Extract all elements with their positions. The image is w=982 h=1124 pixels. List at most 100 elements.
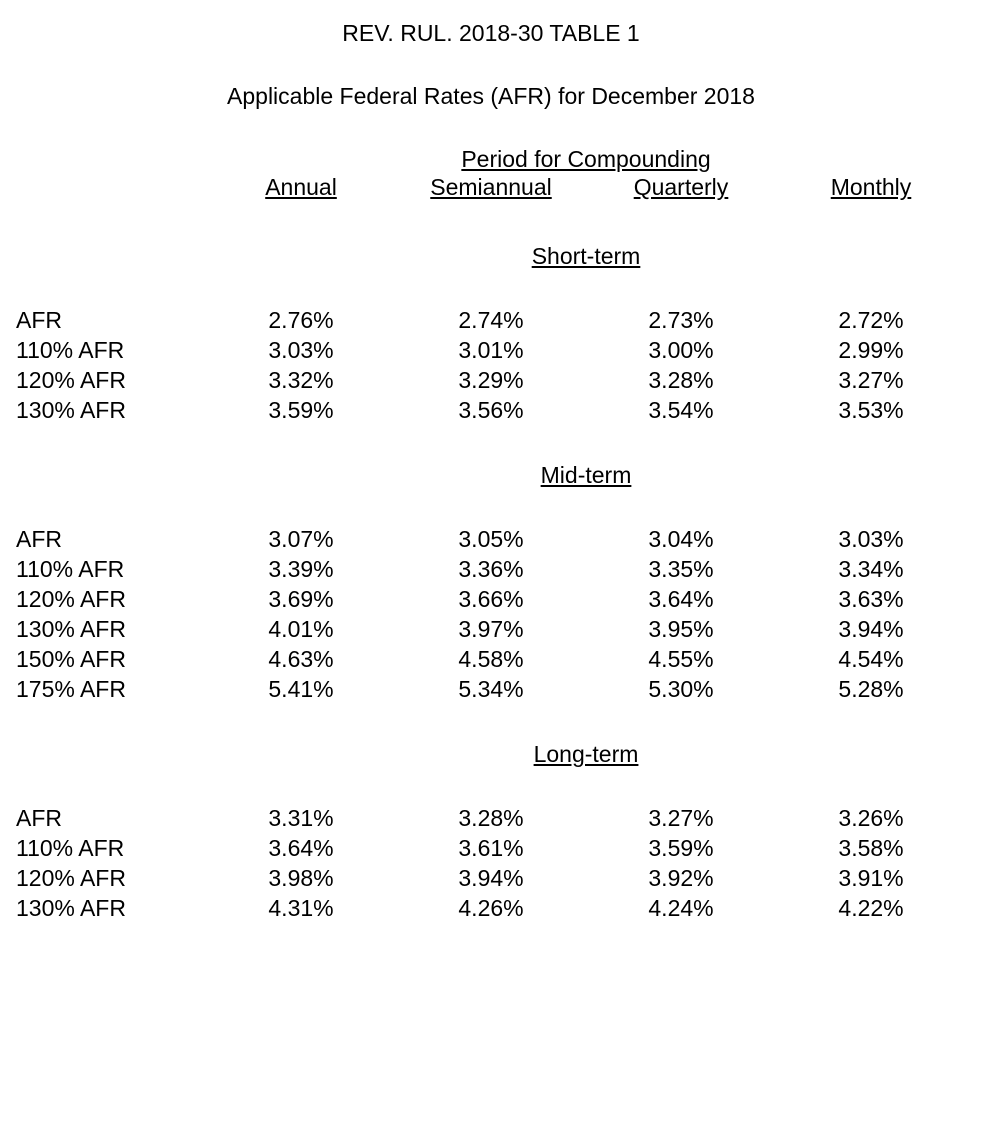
row-value: 3.94% (776, 615, 966, 645)
table-row: 150% AFR 4.63% 4.58% 4.55% 4.54% (16, 645, 966, 675)
row-label: 130% AFR (16, 396, 206, 426)
row-value: 4.63% (206, 645, 396, 675)
super-heading-row: Period for Compounding (16, 146, 966, 173)
section-heading-short-term: Short-term (532, 243, 641, 269)
row-label: 130% AFR (16, 894, 206, 924)
row-value: 5.28% (776, 675, 966, 705)
column-header-quarterly: Quarterly (634, 174, 729, 200)
row-value: 3.28% (586, 366, 776, 396)
table-row: 120% AFR 3.69% 3.66% 3.64% 3.63% (16, 585, 966, 615)
row-value: 3.07% (206, 525, 396, 555)
row-value: 3.95% (586, 615, 776, 645)
row-value: 3.59% (206, 396, 396, 426)
column-header-semiannual: Semiannual (430, 174, 551, 200)
table-row: 130% AFR 3.59% 3.56% 3.54% 3.53% (16, 396, 966, 426)
row-value: 3.54% (586, 396, 776, 426)
row-value: 3.26% (776, 804, 966, 834)
row-value: 3.36% (396, 555, 586, 585)
row-value: 4.58% (396, 645, 586, 675)
row-value: 3.28% (396, 804, 586, 834)
row-label: AFR (16, 306, 206, 336)
row-value: 2.74% (396, 306, 586, 336)
row-value: 3.27% (586, 804, 776, 834)
row-value: 3.92% (586, 864, 776, 894)
section-heading-long-term: Long-term (534, 741, 639, 767)
table-row: 130% AFR 4.01% 3.97% 3.95% 3.94% (16, 615, 966, 645)
row-label: 120% AFR (16, 366, 206, 396)
row-value: 3.31% (206, 804, 396, 834)
row-value: 5.34% (396, 675, 586, 705)
row-label: 120% AFR (16, 585, 206, 615)
row-value: 3.03% (206, 336, 396, 366)
table-row: 110% AFR 3.03% 3.01% 3.00% 2.99% (16, 336, 966, 366)
table-row: 175% AFR 5.41% 5.34% 5.30% 5.28% (16, 675, 966, 705)
row-label: 150% AFR (16, 645, 206, 675)
row-value: 3.05% (396, 525, 586, 555)
row-value: 3.29% (396, 366, 586, 396)
row-value: 4.22% (776, 894, 966, 924)
row-value: 3.64% (586, 585, 776, 615)
row-value: 3.32% (206, 366, 396, 396)
row-label: 130% AFR (16, 615, 206, 645)
afr-table: Period for Compounding Annual Semiannual… (16, 146, 966, 924)
section-heading-row: Long-term (16, 705, 966, 804)
row-value: 3.58% (776, 834, 966, 864)
table-row: AFR 3.07% 3.05% 3.04% 3.03% (16, 525, 966, 555)
row-value: 3.64% (206, 834, 396, 864)
table-row: 130% AFR 4.31% 4.26% 4.24% 4.22% (16, 894, 966, 924)
section-heading-row: Short-term (16, 207, 966, 306)
section-heading-mid-term: Mid-term (541, 462, 632, 488)
row-value: 2.73% (586, 306, 776, 336)
row-value: 3.59% (586, 834, 776, 864)
row-value: 4.26% (396, 894, 586, 924)
row-value: 3.98% (206, 864, 396, 894)
row-label: 110% AFR (16, 555, 206, 585)
column-header-annual: Annual (265, 174, 337, 200)
row-value: 2.76% (206, 306, 396, 336)
row-value: 2.72% (776, 306, 966, 336)
row-label: AFR (16, 804, 206, 834)
column-header-monthly: Monthly (831, 174, 912, 200)
row-value: 3.35% (586, 555, 776, 585)
row-value: 3.27% (776, 366, 966, 396)
row-value: 2.99% (776, 336, 966, 366)
row-value: 3.04% (586, 525, 776, 555)
row-value: 4.01% (206, 615, 396, 645)
row-value: 3.53% (776, 396, 966, 426)
row-value: 3.66% (396, 585, 586, 615)
table-row: 110% AFR 3.64% 3.61% 3.59% 3.58% (16, 834, 966, 864)
row-value: 3.94% (396, 864, 586, 894)
table-row: AFR 2.76% 2.74% 2.73% 2.72% (16, 306, 966, 336)
row-value: 5.41% (206, 675, 396, 705)
row-value: 4.31% (206, 894, 396, 924)
row-value: 3.03% (776, 525, 966, 555)
row-value: 3.63% (776, 585, 966, 615)
document-title-line2: Applicable Federal Rates (AFR) for Decem… (16, 83, 966, 110)
section-heading-row: Mid-term (16, 426, 966, 525)
row-value: 3.69% (206, 585, 396, 615)
table-row: 120% AFR 3.98% 3.94% 3.92% 3.91% (16, 864, 966, 894)
row-label: 120% AFR (16, 864, 206, 894)
super-heading: Period for Compounding (461, 146, 710, 173)
row-value: 3.39% (206, 555, 396, 585)
document-title-line1: REV. RUL. 2018-30 TABLE 1 (16, 20, 966, 47)
row-value: 3.97% (396, 615, 586, 645)
table-row: 120% AFR 3.32% 3.29% 3.28% 3.27% (16, 366, 966, 396)
table-row: 110% AFR 3.39% 3.36% 3.35% 3.34% (16, 555, 966, 585)
column-header-row: Annual Semiannual Quarterly Monthly (16, 173, 966, 207)
row-value: 4.55% (586, 645, 776, 675)
row-label: 175% AFR (16, 675, 206, 705)
row-value: 3.00% (586, 336, 776, 366)
row-label: 110% AFR (16, 834, 206, 864)
row-label: 110% AFR (16, 336, 206, 366)
row-value: 3.01% (396, 336, 586, 366)
row-label: AFR (16, 525, 206, 555)
table-row: AFR 3.31% 3.28% 3.27% 3.26% (16, 804, 966, 834)
row-value: 3.91% (776, 864, 966, 894)
row-value: 5.30% (586, 675, 776, 705)
row-value: 3.34% (776, 555, 966, 585)
row-value: 3.56% (396, 396, 586, 426)
row-value: 4.54% (776, 645, 966, 675)
row-value: 4.24% (586, 894, 776, 924)
row-value: 3.61% (396, 834, 586, 864)
